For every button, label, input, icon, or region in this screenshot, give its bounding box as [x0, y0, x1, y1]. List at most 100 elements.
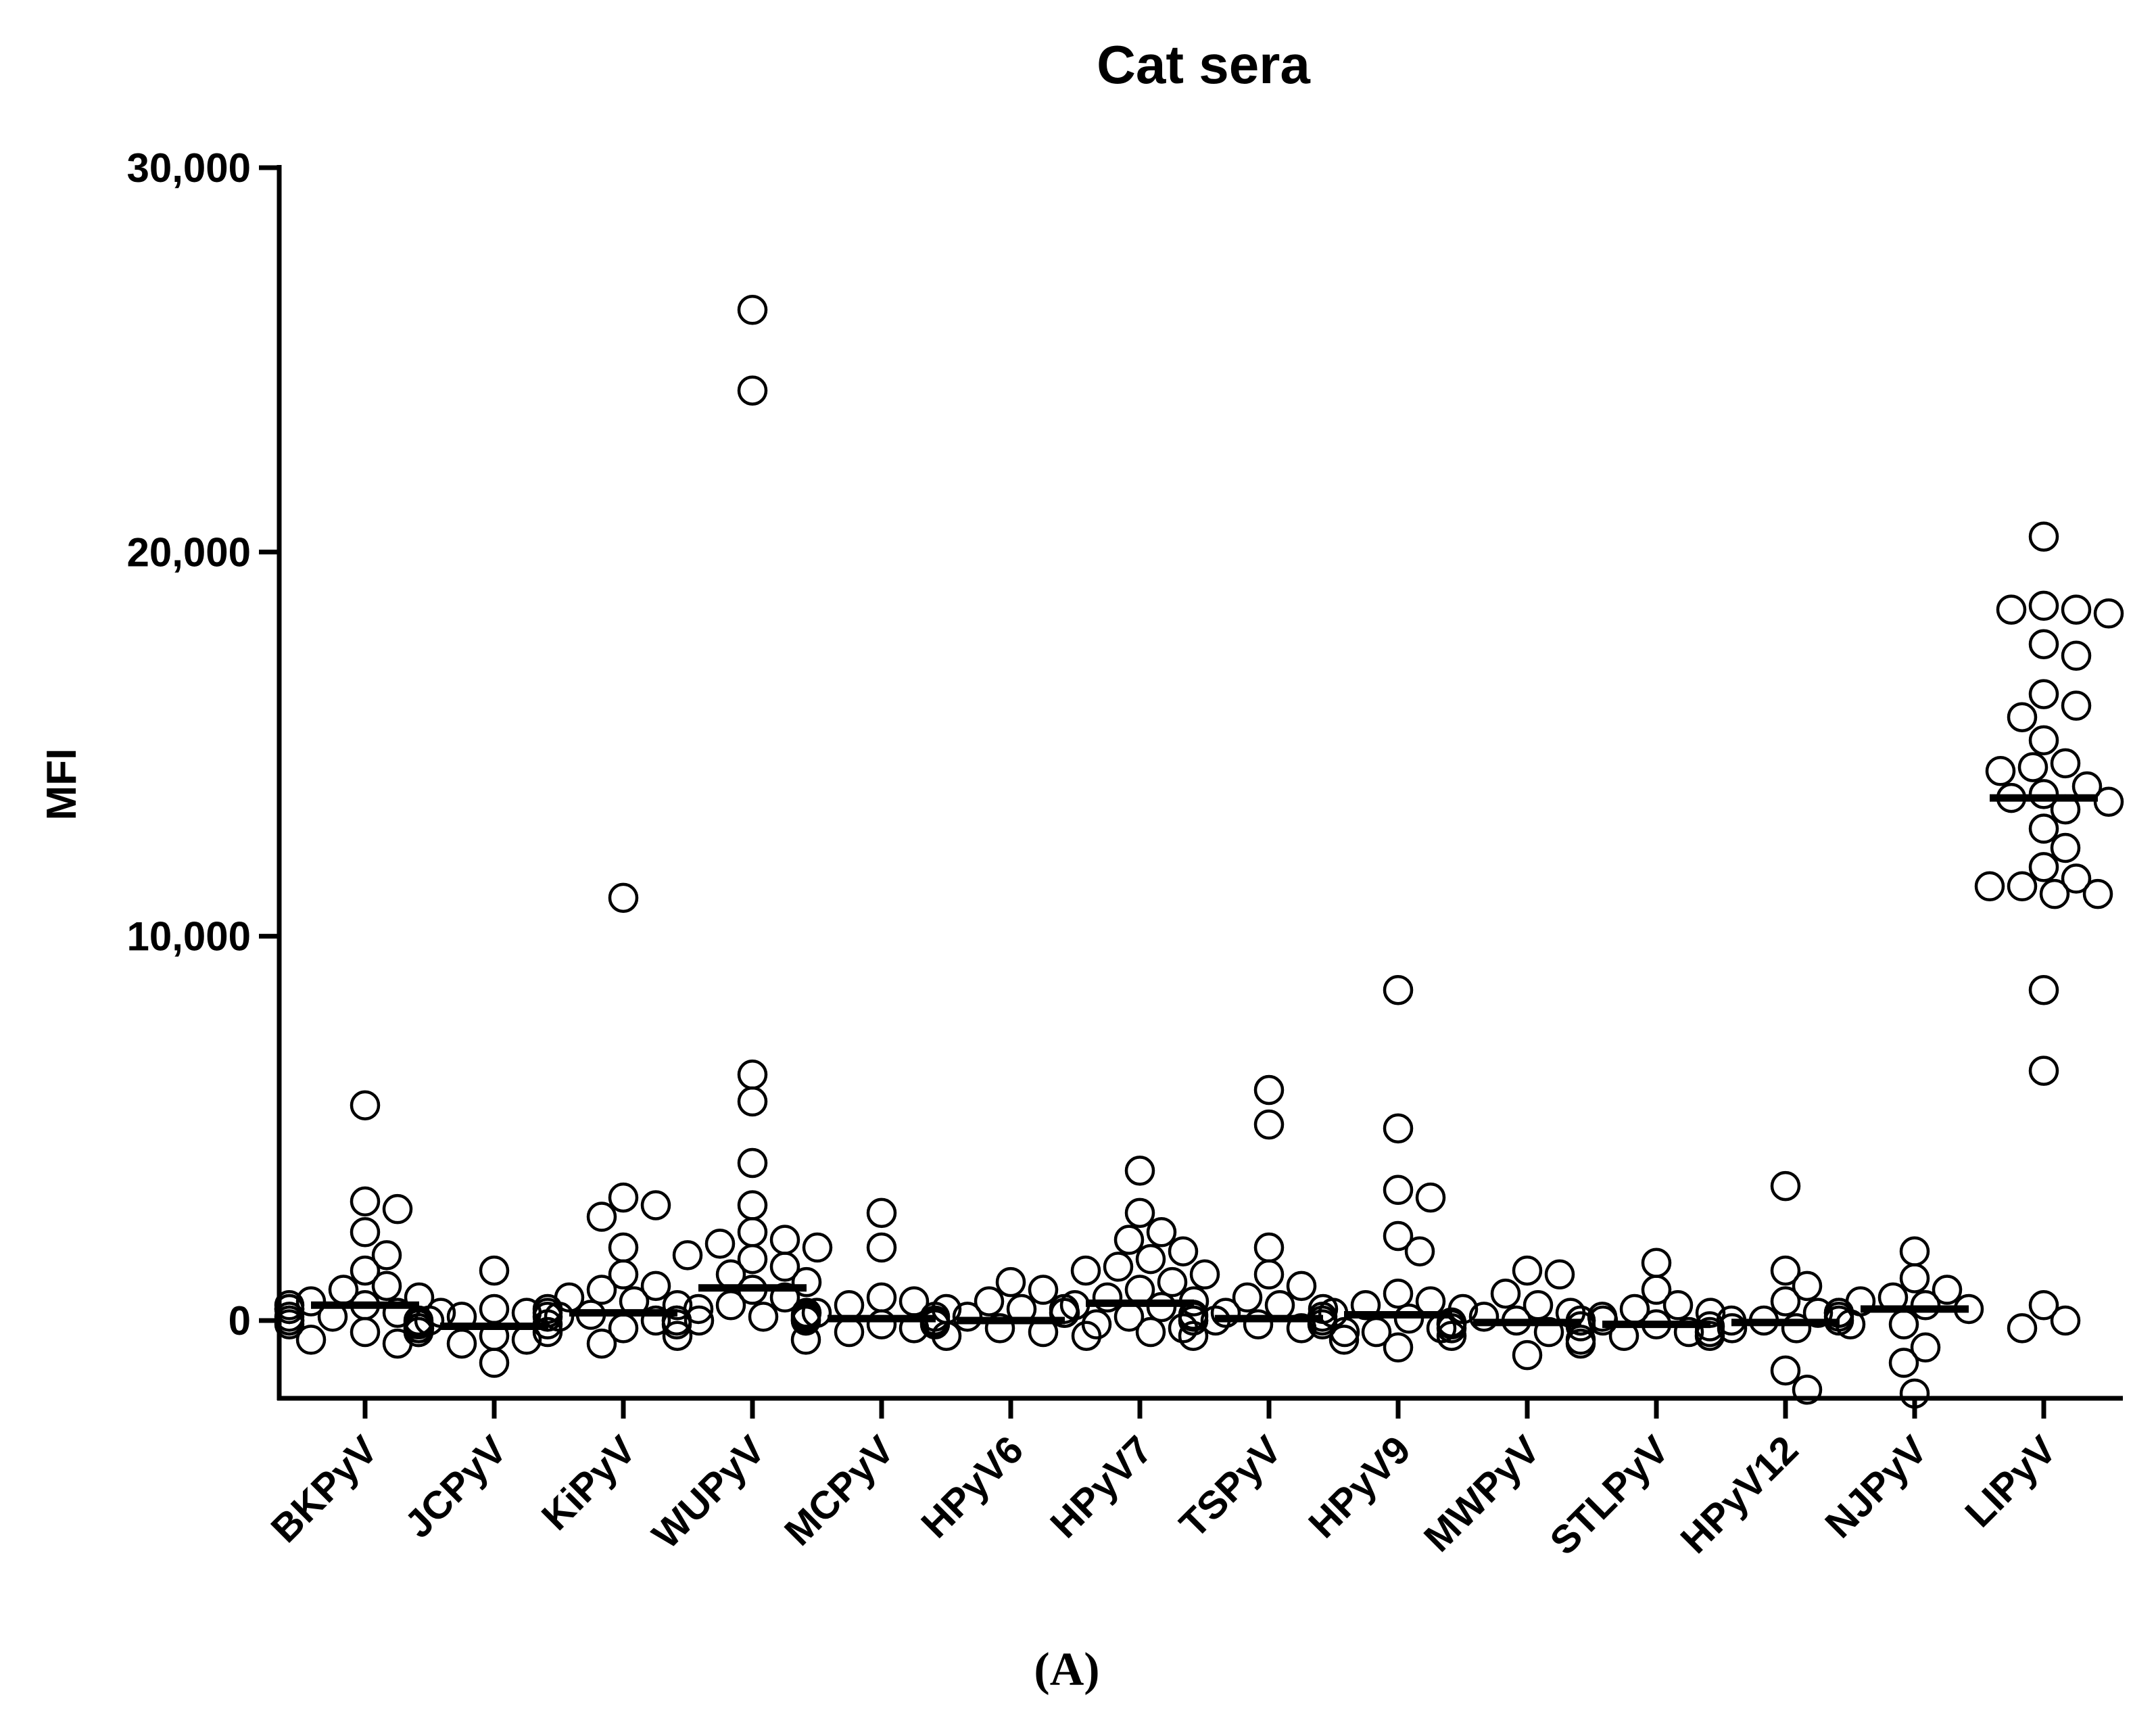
data-point-wupyv	[737, 1060, 768, 1090]
data-point-mwpyv	[1523, 1290, 1554, 1321]
data-point-kipyv	[586, 1275, 617, 1305]
data-point-njpyv	[1888, 1348, 1919, 1378]
data-point-lipyv	[2017, 752, 2049, 782]
data-point-hpyv7	[1092, 1282, 1123, 1313]
y-axis-label: MFI	[39, 749, 85, 821]
data-point-lipyv	[2028, 813, 2059, 844]
data-point-kipyv	[586, 1202, 617, 1232]
data-point-tspyv	[1232, 1282, 1263, 1313]
data-point-mcpyv	[866, 1197, 897, 1229]
data-point-hpyv9	[1361, 1316, 1392, 1348]
data-point-wupyv	[802, 1232, 833, 1263]
data-point-wupyv	[672, 1240, 703, 1270]
data-point-tspyv	[1264, 1290, 1295, 1321]
data-point-lipyv	[2093, 786, 2124, 817]
data-point-wupyv	[704, 1229, 736, 1259]
y-tick-label: 30,000	[126, 145, 251, 191]
data-point-hpyv12	[1792, 1375, 1823, 1405]
data-point-tspyv	[1253, 1074, 1285, 1106]
data-point-hpyv9	[1328, 1325, 1360, 1355]
data-point-kipyv	[662, 1321, 693, 1351]
data-point-hpyv7	[1135, 1316, 1166, 1348]
x-tick-label: HPyV7	[1042, 1427, 1161, 1546]
median-bars	[311, 794, 2098, 1331]
data-point-njpyv	[1932, 1275, 1963, 1305]
x-tick-label: HPyV6	[913, 1427, 1032, 1546]
data-point-lipyv	[2039, 878, 2070, 909]
data-point-jcpyv	[446, 1328, 477, 1359]
data-point-stlpyv	[1673, 1316, 1704, 1348]
data-point-lipyv	[2093, 598, 2124, 629]
data-point-njpyv	[1899, 1236, 1930, 1266]
data-point-jcpyv	[403, 1316, 434, 1348]
data-point-hpyv12	[1770, 1255, 1801, 1286]
data-point-bkpyv	[350, 1186, 381, 1217]
data-point-lipyv	[2007, 702, 2038, 732]
data-point-hpyv9	[1393, 1303, 1424, 1334]
data-point-lipyv	[2050, 832, 2081, 863]
data-point-njpyv	[1899, 1263, 1930, 1293]
data-point-kipyv	[608, 1259, 639, 1290]
data-point-lipyv	[2061, 863, 2092, 894]
data-point-hpyv9	[1404, 1236, 1435, 1266]
x-tick-label: BKPyV	[262, 1427, 386, 1551]
panel-label: (A)	[1034, 1644, 1099, 1696]
data-point-tspyv	[1178, 1305, 1209, 1336]
data-point-kipyv	[640, 1190, 671, 1220]
data-point-lipyv	[2028, 629, 2059, 659]
data-point-hpyv12	[1770, 1170, 1801, 1202]
x-tick-label: NJPyV	[1817, 1427, 1936, 1546]
data-point-tspyv	[1210, 1298, 1241, 1328]
data-point-wupyv	[737, 375, 768, 406]
data-point-bkpyv	[295, 1286, 327, 1316]
data-point-tspyv	[1253, 1259, 1285, 1290]
data-point-mcpyv	[790, 1305, 821, 1336]
data-point-tspyv	[1253, 1232, 1285, 1263]
data-point-mcpyv	[866, 1232, 897, 1263]
data-point-stlpyv	[1565, 1311, 1596, 1341]
data-point-mwpyv	[1544, 1259, 1575, 1290]
data-point-hpyv7	[1049, 1298, 1080, 1328]
data-point-mcpyv	[834, 1316, 865, 1348]
data-point-bkpyv	[350, 1255, 381, 1286]
data-point-lipyv	[2050, 748, 2081, 779]
data-point-jcpyv	[479, 1255, 510, 1286]
data-point-hpyv9	[1383, 1113, 1414, 1144]
data-point-bkpyv	[371, 1240, 402, 1270]
data-point-kipyv	[608, 1182, 639, 1213]
data-point-hpyv12	[1770, 1355, 1801, 1386]
data-point-hpyv12	[1802, 1298, 1834, 1328]
data-point-lipyv	[2028, 852, 2059, 882]
x-tick-label: HPyV12	[1672, 1427, 1806, 1562]
data-point-lipyv	[2028, 679, 2059, 709]
data-point-lipyv	[1974, 871, 2005, 902]
data-point-wupyv	[715, 1290, 746, 1321]
data-point-lipyv	[2028, 590, 2059, 621]
data-point-hpyv6	[952, 1302, 983, 1332]
data-point-hpyv9	[1383, 1278, 1414, 1309]
data-point-hpyv9	[1383, 1174, 1414, 1206]
data-point-hpyv12	[1770, 1286, 1801, 1316]
data-point-hpyv7	[1081, 1309, 1112, 1339]
data-point-kipyv	[640, 1305, 671, 1336]
data-point-bkpyv	[382, 1193, 413, 1225]
data-point-bkpyv	[350, 1090, 381, 1120]
data-point-bkpyv	[274, 1293, 305, 1325]
data-point-hpyv9	[1383, 1332, 1414, 1363]
data-point-hpyv7	[1135, 1243, 1166, 1275]
data-point-mwpyv	[1512, 1339, 1543, 1371]
data-point-lipyv	[2028, 521, 2059, 552]
data-point-wupyv	[769, 1282, 800, 1313]
x-tick-label: MCPyV	[776, 1427, 903, 1554]
data-point-mwpyv	[1468, 1302, 1500, 1332]
data-point-jcpyv	[479, 1293, 510, 1325]
data-point-jcpyv	[479, 1348, 510, 1378]
data-point-kipyv	[608, 1232, 639, 1263]
x-tick-label: TSPyV	[1171, 1427, 1290, 1546]
data-point-hpyv7	[1189, 1259, 1220, 1290]
data-point-bkpyv	[350, 1316, 381, 1348]
data-point-mwpyv	[1436, 1321, 1467, 1351]
data-point-mcpyv	[866, 1282, 897, 1313]
data-point-mcpyv	[866, 1309, 897, 1339]
x-tick-label: WUPyV	[644, 1427, 773, 1557]
